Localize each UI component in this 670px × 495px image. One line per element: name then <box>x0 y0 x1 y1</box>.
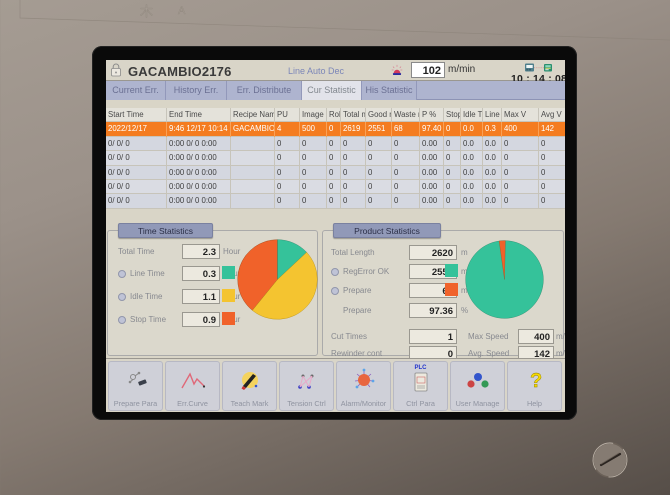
svg-text:?: ? <box>530 370 542 392</box>
svg-text:木: 木 <box>140 4 153 19</box>
svg-text:A: A <box>178 5 186 17</box>
